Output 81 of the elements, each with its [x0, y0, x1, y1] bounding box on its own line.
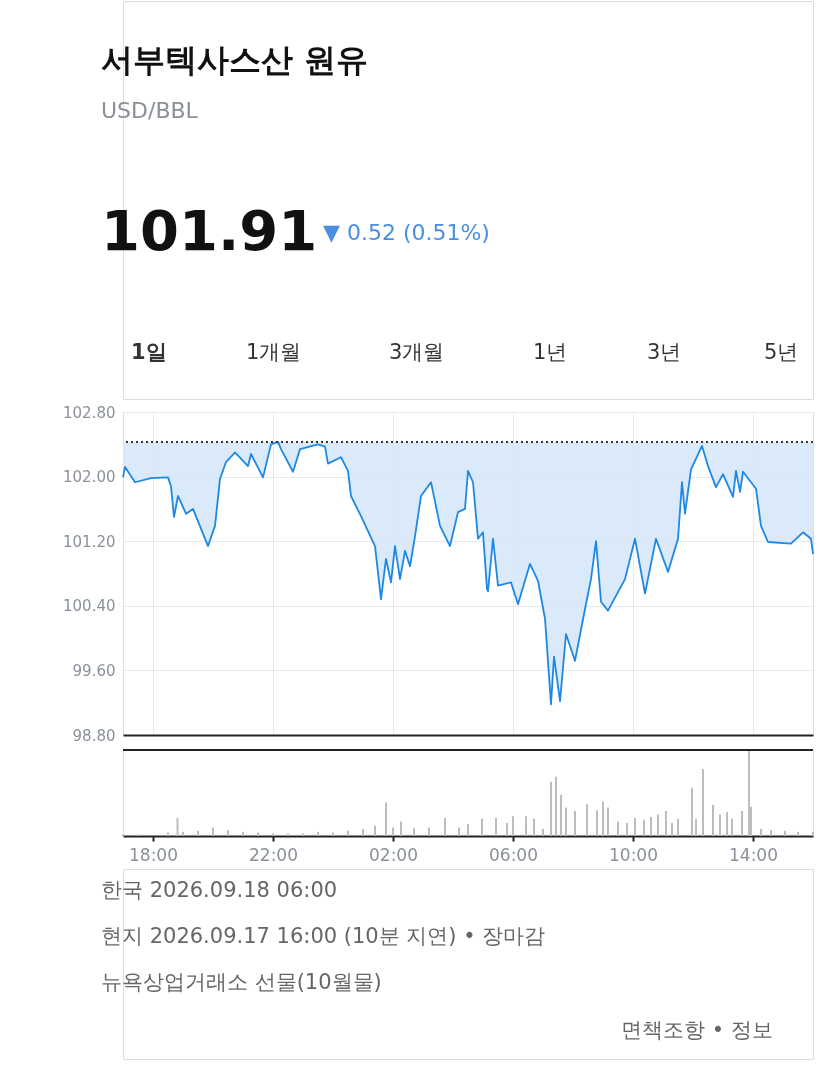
bar [657, 814, 659, 836]
bar [691, 787, 693, 836]
bar [650, 817, 652, 836]
y-tick-label: 102.80 [63, 403, 116, 422]
bar [227, 829, 229, 836]
bar [555, 776, 557, 836]
bar [392, 827, 394, 836]
bar [602, 801, 604, 836]
bar [467, 823, 469, 836]
chart-subtitle: USD/BBL [101, 98, 199, 123]
bar [695, 818, 697, 836]
bar [617, 821, 619, 836]
bar [212, 827, 214, 836]
bar [626, 823, 628, 836]
bar [385, 802, 387, 836]
bar [702, 768, 704, 836]
bar [565, 807, 567, 836]
bar [726, 811, 728, 836]
bar [458, 827, 460, 836]
bar [607, 807, 609, 836]
bar [665, 811, 667, 836]
text: 3개월 [389, 340, 445, 364]
bar [347, 830, 349, 836]
text: 101.91 [101, 198, 318, 263]
bar [400, 821, 402, 836]
bar [596, 810, 598, 836]
bar [671, 823, 673, 836]
bar [512, 816, 514, 836]
bar [643, 819, 645, 836]
text: 면책조항 • 정보 [621, 1018, 773, 1042]
bar [495, 817, 497, 836]
bar [287, 833, 289, 836]
bar [197, 830, 199, 836]
bar [560, 794, 562, 836]
x-tick-label: 14:00 [729, 844, 778, 865]
x-tick-label: 22:00 [249, 844, 298, 865]
bar [444, 817, 446, 836]
bar [712, 805, 714, 836]
y-tick-label: 101.20 [63, 532, 116, 551]
text: 5년 [764, 340, 799, 364]
text: 1년 [533, 340, 568, 364]
y-tick-label: 99.60 [72, 661, 116, 680]
bar [574, 811, 576, 836]
text: 한국 2026.09.18 06:00 [101, 878, 338, 902]
bar [760, 829, 762, 836]
bar [542, 829, 544, 836]
bar [748, 750, 750, 836]
chart-title: 서부텍사스산 원유 [101, 41, 369, 79]
y-tick-label: 98.80 [72, 726, 116, 745]
bar [677, 818, 679, 836]
text: 1일 [131, 340, 167, 364]
x-tick-label: 10:00 [609, 844, 658, 865]
text: 현지 2026.09.17 16:00 (10분 지연) • 장마감 [101, 924, 546, 948]
bar [586, 804, 588, 836]
y-tick-label: 102.00 [63, 468, 116, 487]
bar [719, 814, 721, 836]
text: 뉴욕상업거래소 선물(10월물) [101, 970, 382, 994]
bar [302, 833, 304, 836]
bar [481, 818, 483, 836]
text: ▼ 0.52 (0.51%) [323, 220, 490, 245]
x-tick-label: 02:00 [369, 844, 418, 865]
bar [525, 816, 527, 836]
bar [374, 825, 376, 836]
bar [176, 817, 179, 836]
bar [362, 829, 364, 836]
bar [741, 811, 743, 836]
bar [413, 828, 415, 836]
text: 3년 [647, 340, 682, 364]
bar [784, 830, 786, 836]
y-tick-label: 100.40 [63, 597, 116, 616]
bar [550, 781, 552, 836]
bar [731, 818, 733, 836]
bar [506, 823, 508, 836]
bar [770, 829, 772, 836]
bar [428, 827, 430, 836]
bar [272, 833, 274, 836]
bar [533, 818, 535, 836]
text: 1개월 [246, 340, 302, 364]
x-tick-label: 06:00 [489, 844, 538, 865]
x-tick-label: 18:00 [129, 844, 178, 865]
bar [634, 817, 636, 836]
